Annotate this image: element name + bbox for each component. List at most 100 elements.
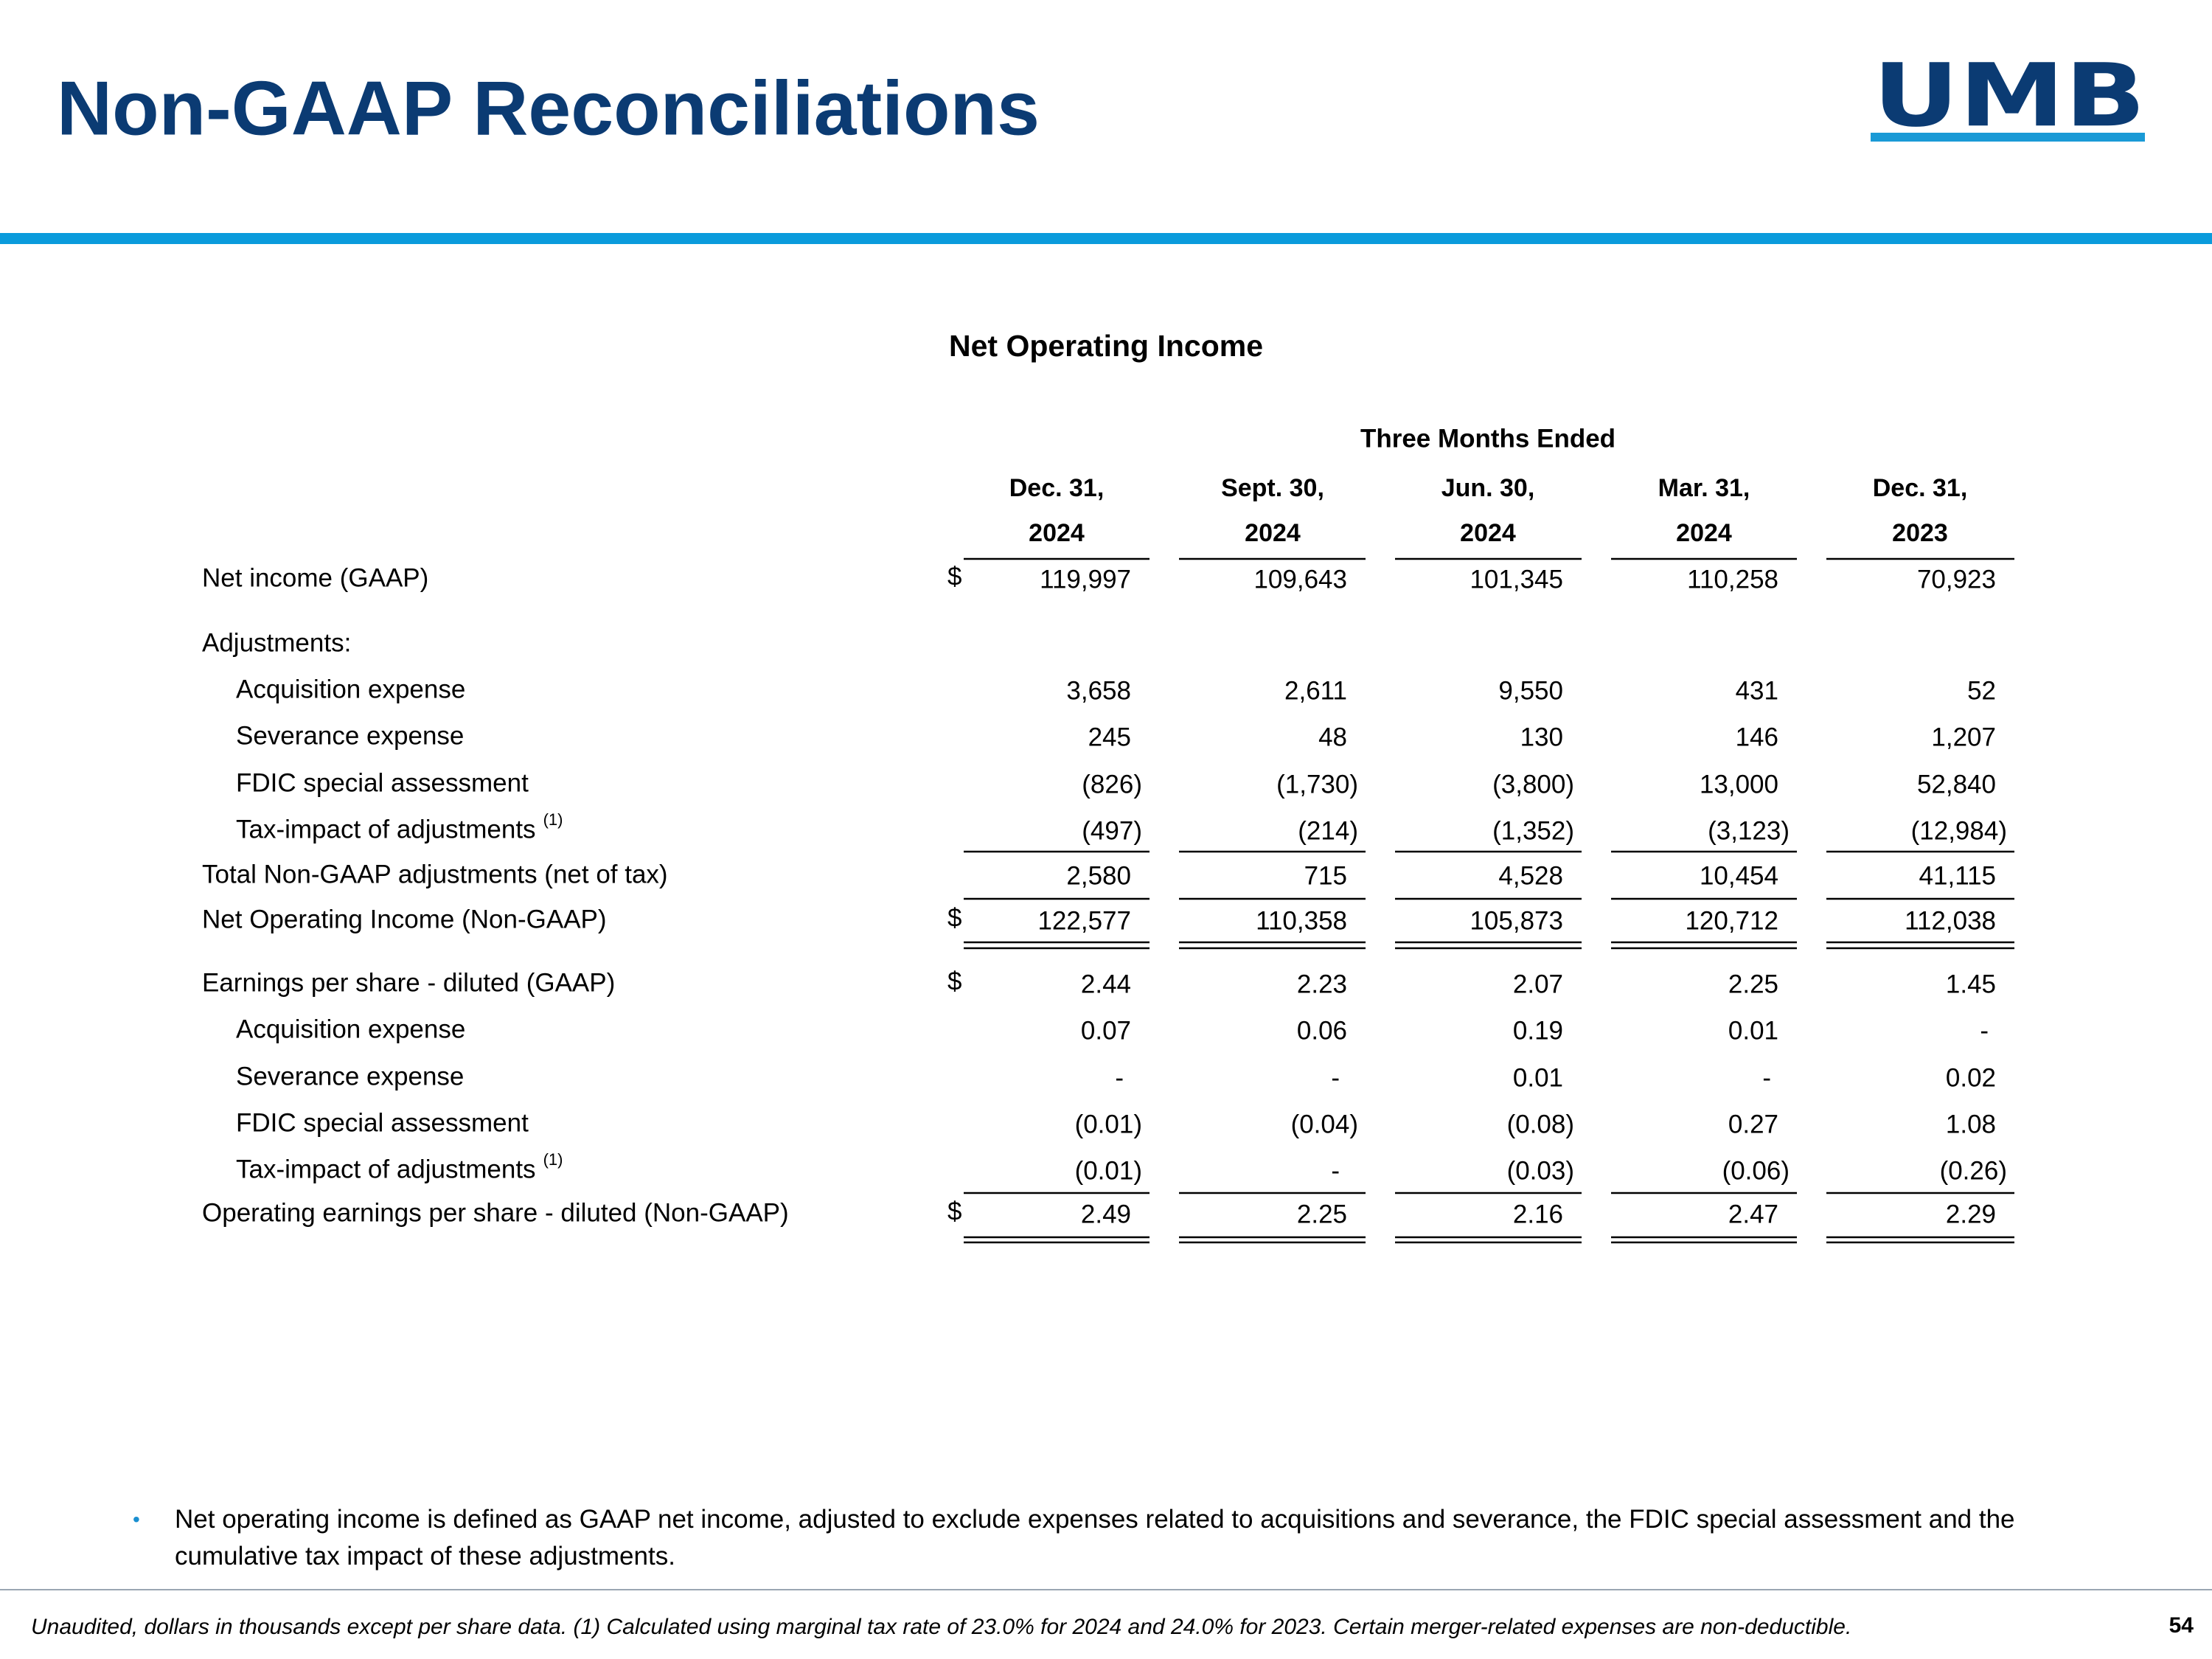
- cell-value: (12,984): [1911, 816, 2007, 845]
- cell-value: 715: [1304, 861, 1347, 890]
- cell-value: 0.02: [1946, 1063, 1996, 1092]
- cell-value: 245: [1088, 723, 1131, 751]
- footer-note: Unaudited, dollars in thousands except p…: [31, 1615, 1851, 1639]
- cell-value: -: [1115, 1063, 1124, 1092]
- row-label: Net Operating Income (Non-GAAP): [202, 905, 607, 933]
- bullet-text: Net operating income is defined as GAAP …: [175, 1505, 2015, 1571]
- cell-value: -: [1331, 1156, 1340, 1185]
- page-number: 54: [2169, 1613, 2194, 1638]
- row-label: FDIC special assessment: [236, 1108, 529, 1137]
- row-label: Severance expense: [236, 1062, 464, 1091]
- cell-value: 2.07: [1513, 970, 1563, 998]
- cell-value: 2,611: [1284, 676, 1347, 705]
- cell-value: 146: [1736, 723, 1778, 751]
- cell-value: 2.16: [1513, 1200, 1563, 1228]
- cell-value: 109,643: [1253, 565, 1347, 594]
- cell-value: (1,730): [1276, 770, 1358, 799]
- cell-value: (0.26): [1940, 1156, 2007, 1185]
- currency-sign: $: [947, 903, 961, 932]
- bullet-marker: •: [133, 1508, 140, 1531]
- row-label: Operating earnings per share - diluted (…: [202, 1198, 789, 1227]
- row-label: Earnings per share - diluted (GAAP): [202, 968, 615, 997]
- cell-value: 3,658: [1066, 676, 1131, 705]
- cell-value: 1.45: [1946, 970, 1996, 998]
- column-header: Dec. 31,: [1009, 474, 1105, 502]
- column-header: Sept. 30,: [1221, 474, 1324, 502]
- cell-value: (1,352): [1492, 816, 1574, 845]
- cell-value: 0.07: [1081, 1016, 1131, 1045]
- row-label: FDIC special assessment: [236, 768, 529, 797]
- cell-value: 0.27: [1728, 1110, 1778, 1138]
- cell-value: 52,840: [1917, 770, 1996, 799]
- table-title: Net Operating Income: [949, 329, 1263, 363]
- footnote-ref: (1): [543, 1150, 563, 1169]
- cell-value: 0.19: [1513, 1016, 1563, 1045]
- row-label: Acquisition expense: [236, 675, 465, 703]
- cell-value: (0.03): [1507, 1156, 1574, 1185]
- cell-value: (0.08): [1507, 1110, 1574, 1138]
- logo: UMB: [1873, 44, 2146, 146]
- cell-value: -: [1980, 1016, 1989, 1045]
- cell-value: 2.25: [1297, 1200, 1347, 1228]
- cell-value: 4,528: [1498, 861, 1563, 890]
- cell-value: 0.01: [1513, 1063, 1563, 1092]
- header-rule: [0, 233, 2212, 244]
- cell-value: -: [1331, 1063, 1340, 1092]
- cell-value: 119,997: [1040, 565, 1131, 594]
- cell-value: 120,712: [1685, 906, 1778, 935]
- cell-value: 110,358: [1256, 906, 1347, 935]
- column-header: 2024: [1245, 519, 1301, 547]
- cell-value: 1,207: [1931, 723, 1996, 751]
- cell-value: (0.01): [1075, 1110, 1142, 1138]
- footnote-ref: (1): [543, 810, 563, 829]
- cell-value: (0.01): [1075, 1156, 1142, 1185]
- cell-value: 431: [1736, 676, 1778, 705]
- cell-value: 2.49: [1081, 1200, 1131, 1228]
- cell-value: 2.47: [1728, 1200, 1778, 1228]
- row-label: Total Non-GAAP adjustments (net of tax): [202, 860, 668, 888]
- row-label: Tax-impact of adjustments: [236, 815, 536, 844]
- cell-value: 70,923: [1917, 565, 1996, 594]
- cell-value: 0.06: [1297, 1016, 1347, 1045]
- cell-value: 105,873: [1470, 906, 1563, 935]
- column-header: 2024: [1676, 519, 1732, 547]
- cell-value: 130: [1520, 723, 1563, 751]
- currency-sign: $: [947, 562, 961, 591]
- cell-value: 2,580: [1066, 861, 1131, 890]
- cell-value: -: [1762, 1063, 1771, 1092]
- cell-value: 10,454: [1700, 861, 1778, 890]
- column-header: Mar. 31,: [1658, 474, 1750, 502]
- cell-value: 2.25: [1728, 970, 1778, 998]
- group-header: Three Months Ended: [1360, 424, 1615, 453]
- cell-value: (3,800): [1492, 770, 1574, 799]
- cell-value: 48: [1318, 723, 1347, 751]
- row-label: Severance expense: [236, 721, 464, 750]
- cell-value: 0.01: [1728, 1016, 1778, 1045]
- cell-value: (214): [1298, 816, 1358, 845]
- cell-value: 13,000: [1700, 770, 1778, 799]
- cell-value: 2.23: [1297, 970, 1347, 998]
- cell-value: 112,038: [1905, 906, 1996, 935]
- cell-value: 2.29: [1946, 1200, 1996, 1228]
- column-header: 2023: [1892, 519, 1948, 547]
- column-header: Dec. 31,: [1873, 474, 1968, 502]
- cell-value: 2.44: [1081, 970, 1131, 998]
- cell-value: 9,550: [1498, 676, 1563, 705]
- cell-value: (497): [1082, 816, 1142, 845]
- cell-value: (826): [1082, 770, 1142, 799]
- column-header: 2024: [1029, 519, 1085, 547]
- cell-value: 1.08: [1946, 1110, 1996, 1138]
- cell-value: 41,115: [1919, 861, 1996, 890]
- logo-bar: [1871, 133, 2145, 142]
- cell-value: (0.06): [1722, 1156, 1790, 1185]
- cell-value: 101,345: [1470, 565, 1563, 594]
- row-label: Tax-impact of adjustments: [236, 1155, 536, 1183]
- cell-value: (3,123): [1708, 816, 1790, 845]
- cell-value: 122,577: [1037, 906, 1131, 935]
- column-header: Jun. 30,: [1441, 474, 1535, 502]
- currency-sign: $: [947, 1197, 961, 1225]
- row-label: Net income (GAAP): [202, 563, 428, 592]
- column-header: 2024: [1460, 519, 1516, 547]
- cell-value: 110,258: [1687, 565, 1778, 594]
